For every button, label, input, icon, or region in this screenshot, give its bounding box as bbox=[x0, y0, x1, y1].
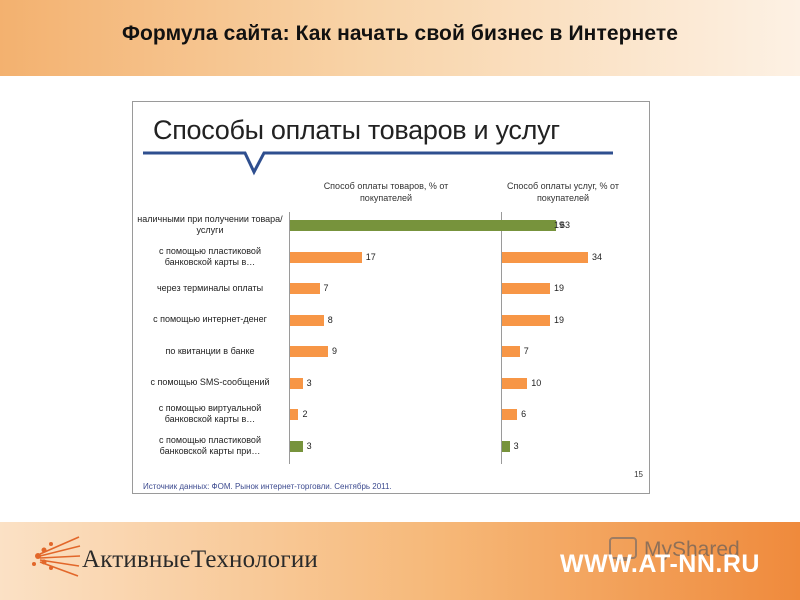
data-label: 10 bbox=[531, 377, 542, 388]
data-label: 6 bbox=[521, 409, 527, 419]
category-label: наличными при получении товара/услуги bbox=[137, 214, 283, 235]
data-label: 63 bbox=[560, 220, 571, 230]
title-callout-line bbox=[143, 151, 613, 176]
data-label: 19 bbox=[554, 314, 565, 325]
data-label: 3 bbox=[306, 440, 312, 451]
site-url: WWW.AT-NN.RU bbox=[560, 550, 760, 578]
bar-goods bbox=[290, 251, 362, 263]
right-axis bbox=[501, 212, 502, 464]
category-label: с помощью пластиковой банковской карты в… bbox=[159, 245, 261, 267]
bar-services bbox=[502, 377, 528, 389]
category-label: с помощью пластиковой банковской карты п… bbox=[159, 434, 261, 456]
data-label: 9 bbox=[332, 346, 338, 356]
bar-services bbox=[502, 346, 520, 357]
data-label: 34 bbox=[592, 251, 603, 262]
bar-services bbox=[502, 251, 588, 263]
data-label: 7 bbox=[523, 346, 529, 356]
bar-services bbox=[502, 409, 518, 420]
source-note: Источник данных: ФОМ. Рынок интернет-тор… bbox=[143, 482, 392, 491]
page-number: 15 bbox=[634, 470, 643, 479]
data-label: 2 bbox=[302, 409, 308, 419]
series-1-header: Способ оплаты товаров, % от покупателей bbox=[323, 181, 449, 203]
category-label: с помощью виртуальной банковской карты в… bbox=[158, 403, 262, 424]
slide-title: Формула сайта: Как начать свой бизнес в … bbox=[121, 22, 679, 45]
category-label: с помощью интернет-денег bbox=[153, 314, 267, 324]
series-2-header: Способ оплаты услуг, % от покупателей bbox=[507, 181, 619, 203]
data-label: 19 bbox=[554, 283, 565, 293]
bar-goods bbox=[290, 409, 299, 420]
left-axis bbox=[289, 212, 290, 464]
data-label: 8 bbox=[327, 314, 333, 325]
chart-panel: Способы оплаты товаров и услуг Способ оп… bbox=[132, 101, 650, 494]
bar-services bbox=[502, 440, 510, 452]
header-band bbox=[0, 0, 800, 76]
bar-goods bbox=[290, 220, 556, 231]
bar-services bbox=[502, 314, 551, 326]
bar-services bbox=[502, 283, 551, 294]
data-label: 7 bbox=[323, 283, 329, 293]
bar-goods bbox=[290, 346, 328, 357]
category-label: с помощью SMS-сообщений bbox=[150, 377, 270, 387]
company-name: АктивныеТехнологии bbox=[82, 546, 318, 573]
company-logo-icon bbox=[32, 536, 81, 577]
data-label: 19 bbox=[554, 220, 565, 230]
bar-goods bbox=[290, 283, 320, 294]
bar-goods bbox=[290, 440, 303, 452]
category-label: через терминалы оплаты bbox=[156, 282, 264, 293]
bar-goods bbox=[290, 377, 303, 389]
footer-band bbox=[0, 522, 800, 600]
data-label: 3 bbox=[513, 440, 519, 451]
data-label: 17 bbox=[365, 251, 376, 262]
bar-services bbox=[502, 220, 551, 231]
watermark-text: MyShared bbox=[644, 538, 740, 561]
category-label: по квитанции в банке bbox=[165, 345, 255, 356]
bar-goods bbox=[290, 314, 324, 326]
data-label: 3 bbox=[306, 377, 312, 388]
watermark-logo-icon: MyShared bbox=[609, 537, 740, 561]
chart-title: Способы оплаты товаров и услуг bbox=[153, 115, 560, 145]
